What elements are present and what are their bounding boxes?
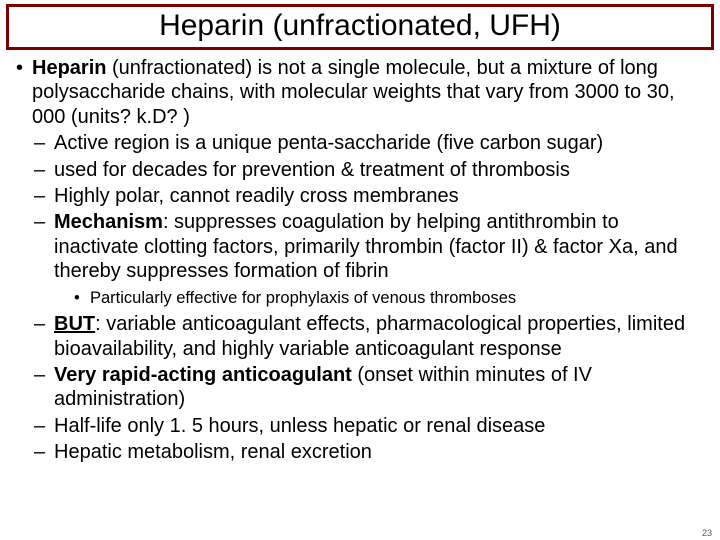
- slide-title: Heparin (unfractionated, UFH): [159, 9, 561, 42]
- bold-lead: Mechanism: [54, 211, 163, 233]
- text: (unfractionated) is not a single molecul…: [32, 57, 675, 128]
- list-item: Very rapid-acting anticoagulant (onset w…: [54, 363, 708, 412]
- page-number: 23: [702, 528, 712, 538]
- list-item: Heparin (unfractionated) is not a single…: [32, 56, 708, 464]
- list-item: used for decades for prevention & treatm…: [54, 158, 708, 182]
- bold-underline-lead: BUT: [54, 313, 95, 335]
- list-item: Half-life only 1. 5 hours, unless hepati…: [54, 414, 708, 438]
- list-item: Highly polar, cannot readily cross membr…: [54, 184, 708, 208]
- list-item: Hepatic metabolism, renal excretion: [54, 440, 708, 464]
- list-item: Active region is a unique penta-sacchari…: [54, 131, 708, 155]
- title-bar: Heparin (unfractionated, UFH): [6, 4, 714, 50]
- bullet-list-level2: Active region is a unique penta-sacchari…: [32, 131, 708, 464]
- list-item: BUT: variable anticoagulant effects, pha…: [54, 312, 708, 361]
- bold-lead: Very rapid-acting anticoagulant: [54, 364, 352, 386]
- list-item: Mechanism: suppresses coagulation by hel…: [54, 210, 708, 308]
- bullet-list-level3: Particularly effective for prophylaxis o…: [54, 288, 708, 309]
- text: : variable anticoagulant effects, pharma…: [54, 313, 685, 359]
- bullet-list-level1: Heparin (unfractionated) is not a single…: [14, 56, 708, 464]
- bold-lead: Heparin: [32, 57, 106, 79]
- slide: Heparin (unfractionated, UFH) Heparin (u…: [0, 4, 720, 540]
- slide-content: Heparin (unfractionated) is not a single…: [0, 56, 720, 464]
- list-item: Particularly effective for prophylaxis o…: [90, 288, 708, 309]
